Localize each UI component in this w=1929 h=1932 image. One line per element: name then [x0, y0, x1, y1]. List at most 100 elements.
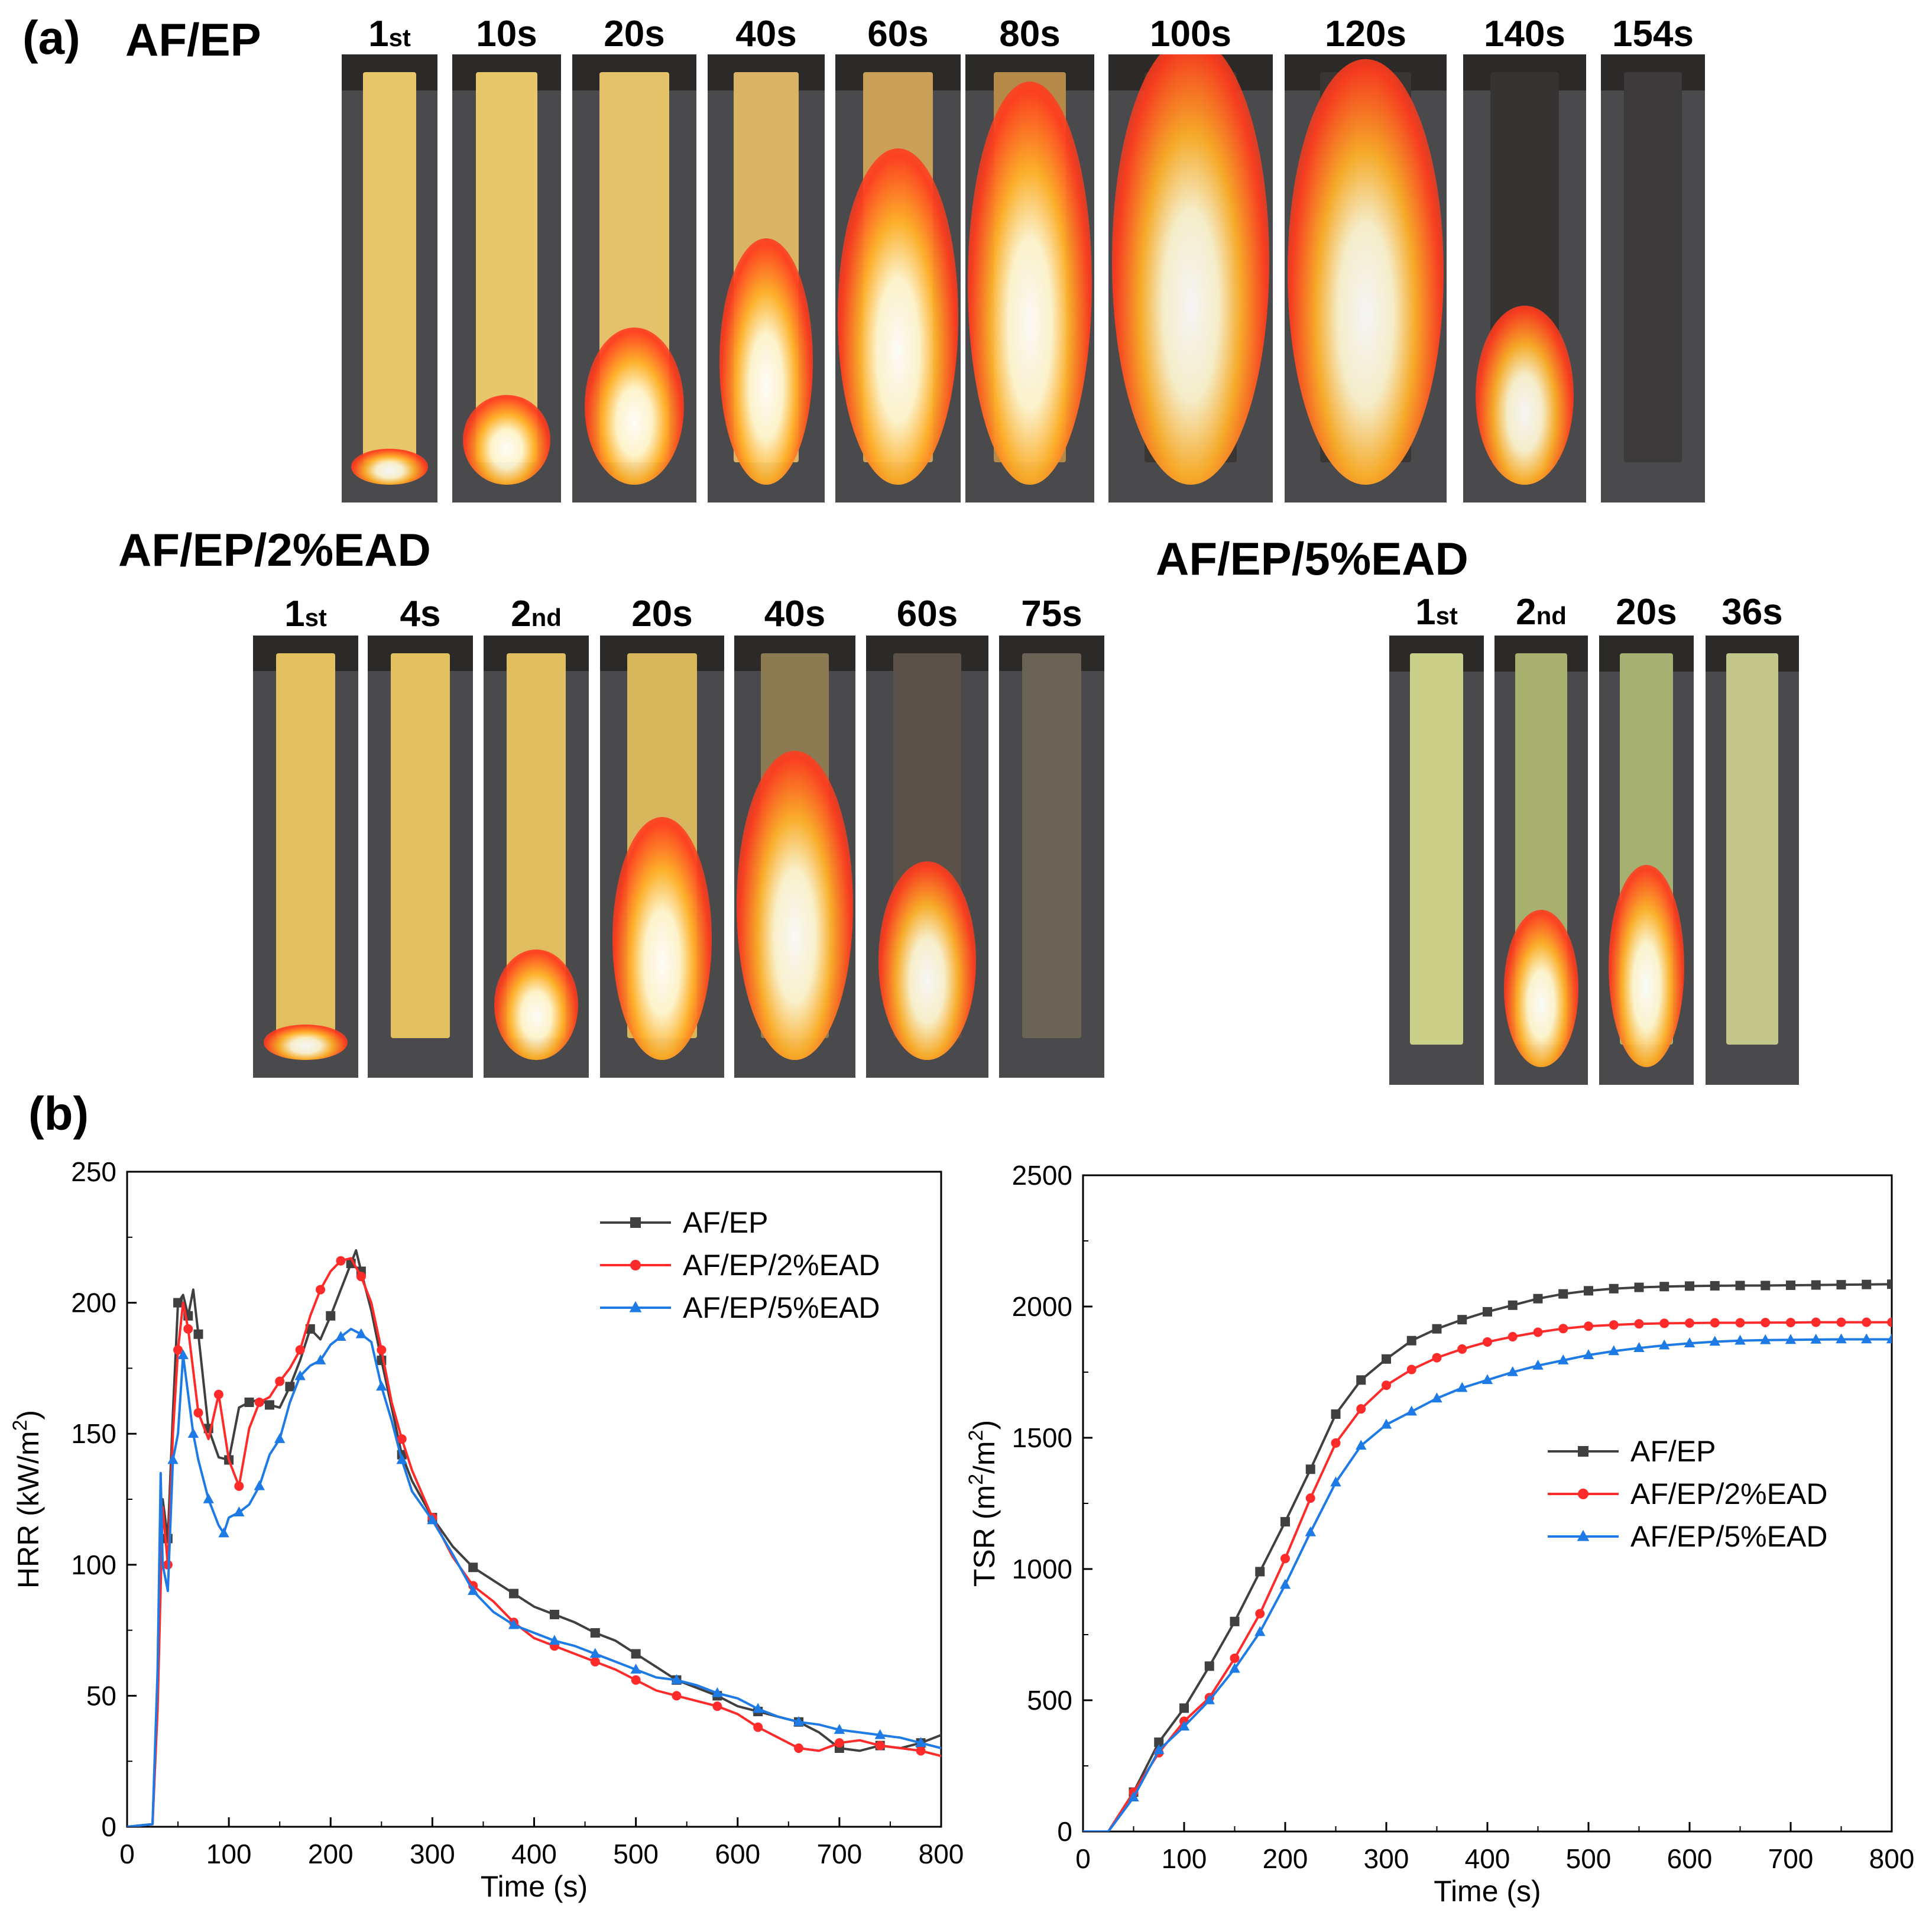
- data-point: [295, 1345, 305, 1355]
- data-point: [167, 1454, 179, 1464]
- photo-frame: [368, 636, 473, 1078]
- data-point: [234, 1506, 245, 1516]
- data-point: [1481, 1374, 1493, 1385]
- data-point: [1154, 1737, 1164, 1748]
- data-point: [1710, 1318, 1720, 1328]
- time-label: 20s: [572, 13, 696, 55]
- data-point: [1558, 1324, 1568, 1334]
- y-axis-label-main: HRR (kW/m: [12, 1431, 45, 1589]
- time-label: 2nd: [484, 593, 589, 635]
- time-label-main: 40s: [735, 14, 797, 54]
- data-point: [1179, 1703, 1189, 1713]
- data-point: [1761, 1318, 1771, 1328]
- time-label: 36s: [1706, 591, 1799, 633]
- data-point: [1785, 1334, 1797, 1344]
- data-point: [1230, 1653, 1240, 1663]
- data-point: [671, 1674, 682, 1684]
- data-point: [1811, 1280, 1821, 1290]
- data-point: [468, 1585, 479, 1595]
- data-point: [1608, 1345, 1619, 1356]
- data-point: [1862, 1279, 1872, 1289]
- data-point: [631, 1649, 641, 1659]
- time-label-main: 75s: [1021, 594, 1082, 634]
- data-point: [1634, 1282, 1644, 1292]
- y-tick-label: 250: [71, 1156, 116, 1187]
- data-point: [1507, 1300, 1518, 1310]
- series: [1083, 1279, 1892, 1831]
- data-point: [1836, 1317, 1846, 1327]
- y-axis-label-tail: ): [968, 1420, 1001, 1430]
- y-tick-label: 150: [71, 1418, 116, 1449]
- x-tick-label: 600: [1667, 1843, 1713, 1874]
- photo-frame: [835, 54, 961, 503]
- data-point: [834, 1724, 845, 1734]
- group-title-af-ep-2-ead: AF/EP/2%EAD: [118, 524, 431, 576]
- series-line: [127, 1257, 941, 1827]
- series-line: [127, 1327, 941, 1827]
- photo-frame: [452, 54, 561, 503]
- legend-label: AF/EP/5%EAD: [683, 1291, 880, 1324]
- time-label-main: 36s: [1721, 592, 1783, 633]
- panel-b-label: (b): [28, 1087, 89, 1140]
- data-point: [315, 1354, 326, 1364]
- time-label: 40s: [708, 13, 825, 55]
- time-label-ordinal: nd: [1536, 602, 1567, 630]
- data-point: [1279, 1578, 1291, 1589]
- time-label: 75s: [999, 593, 1104, 635]
- data-point: [1483, 1337, 1492, 1347]
- data-point: [1786, 1318, 1795, 1328]
- flame: [1111, 54, 1270, 485]
- data-point: [316, 1285, 326, 1295]
- data-point: [1305, 1464, 1315, 1474]
- time-label-ordinal: st: [1435, 602, 1458, 630]
- time-label-ordinal: st: [304, 604, 327, 631]
- sample-strip: [1022, 653, 1081, 1038]
- data-point: [1609, 1283, 1619, 1294]
- data-point: [1810, 1333, 1821, 1344]
- photo-frame: [1285, 54, 1447, 503]
- flame: [737, 750, 853, 1061]
- data-point: [1382, 1354, 1391, 1364]
- y-axis-label-sup: 2: [9, 1420, 31, 1431]
- data-point: [427, 1514, 438, 1525]
- data-point: [274, 1433, 286, 1443]
- panel-a-label: (a): [22, 11, 80, 64]
- data-point: [1659, 1318, 1669, 1328]
- y-axis-label-tail: ): [12, 1410, 45, 1420]
- data-point: [793, 1716, 805, 1726]
- photo-frame: [708, 54, 825, 503]
- data-point: [630, 1217, 641, 1228]
- photo-frame: [1494, 636, 1588, 1085]
- data-point: [203, 1493, 214, 1503]
- data-point: [1735, 1281, 1745, 1291]
- y-tick-label: 100: [71, 1550, 116, 1580]
- time-label-main: 20s: [631, 594, 693, 634]
- y-axis-label: HRR (kW/m2): [9, 1410, 45, 1589]
- data-point: [549, 1610, 559, 1620]
- series-line: [1083, 1283, 1892, 1831]
- data-point: [875, 1740, 885, 1751]
- group-title-af-ep: AF/EP: [125, 14, 261, 66]
- data-point: [1356, 1375, 1366, 1385]
- data-point: [1356, 1404, 1366, 1414]
- data-point: [1584, 1286, 1593, 1296]
- data-point: [193, 1408, 203, 1418]
- data-point: [275, 1376, 285, 1386]
- data-point: [1483, 1307, 1492, 1317]
- data-point: [752, 1703, 764, 1713]
- data-point: [1761, 1281, 1771, 1291]
- legend-label: AF/EP: [1630, 1435, 1716, 1468]
- data-point: [1558, 1289, 1568, 1299]
- time-label-main: 1: [284, 594, 305, 634]
- y-axis-label-main: TSR (m: [968, 1485, 1001, 1587]
- data-point: [1578, 1489, 1588, 1499]
- data-point: [396, 1454, 407, 1464]
- legend-label: AF/EP/2%EAD: [1630, 1477, 1827, 1510]
- x-tick-label: 0: [1075, 1843, 1091, 1874]
- time-label: 2nd: [1494, 591, 1588, 633]
- time-label-main: 60s: [867, 14, 929, 54]
- x-tick-label: 100: [1162, 1843, 1207, 1874]
- data-point: [1356, 1440, 1367, 1450]
- data-point: [173, 1345, 183, 1355]
- series: [127, 1256, 941, 1827]
